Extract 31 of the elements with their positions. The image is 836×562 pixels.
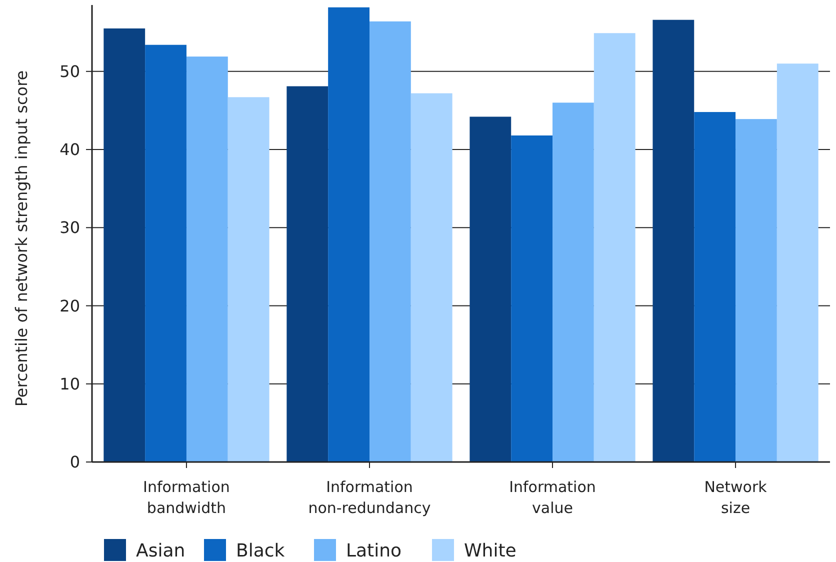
y-tick-label: 40 — [60, 140, 80, 160]
bar — [410, 93, 452, 462]
y-tick-label: 0 — [70, 452, 80, 472]
bar — [736, 119, 777, 462]
bar — [328, 7, 370, 462]
legend-label: Asian — [136, 540, 186, 562]
legend-label: Latino — [346, 540, 402, 562]
bar — [228, 97, 270, 462]
y-tick-label: 30 — [60, 218, 80, 238]
bar — [776, 64, 818, 462]
y-tick-label: 20 — [60, 296, 80, 316]
legend-label: Black — [236, 540, 286, 562]
x-tick-label: Network size — [704, 478, 768, 517]
bar — [186, 56, 228, 462]
x-tick-label: Information value — [509, 478, 596, 517]
x-tick-label: Information non-redundancy — [308, 478, 431, 517]
legend-label: White — [464, 540, 516, 562]
bar — [652, 20, 694, 462]
bar — [286, 86, 328, 462]
y-tick-label: 10 — [60, 374, 80, 394]
bar — [369, 21, 411, 462]
bar — [552, 102, 594, 462]
y-axis-title: Percentile of network strength input score — [12, 70, 31, 407]
x-tick-label: Information bandwidth — [143, 478, 230, 517]
y-tick-label: 50 — [60, 62, 80, 81]
bar — [594, 33, 636, 462]
bar — [511, 135, 553, 462]
bar — [694, 112, 736, 462]
bar — [104, 28, 146, 462]
bar — [145, 44, 186, 462]
bar — [470, 116, 512, 462]
